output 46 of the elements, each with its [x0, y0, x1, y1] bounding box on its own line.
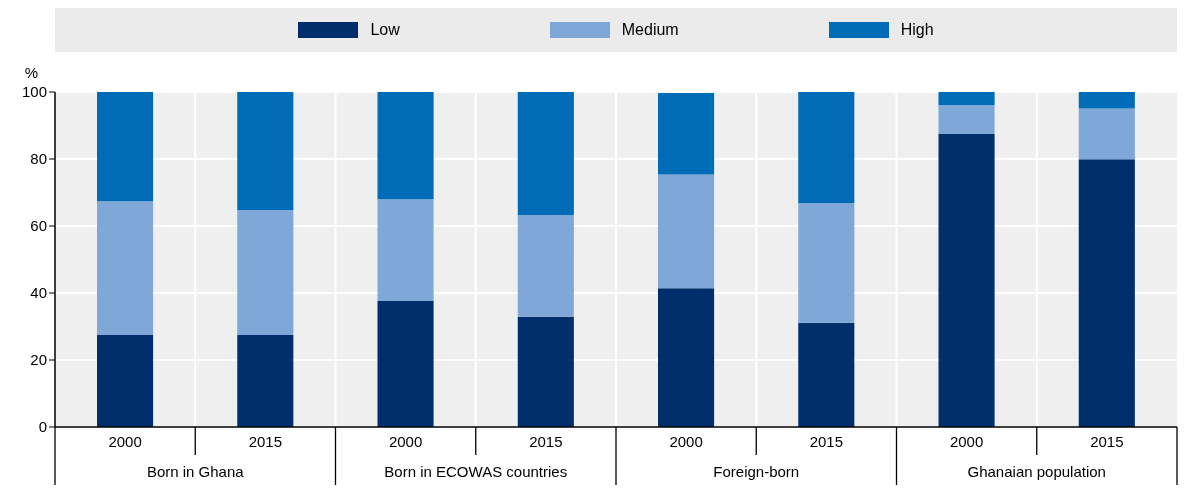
text: Ghanaian population: [967, 463, 1106, 480]
y-tick-label: 0: [38, 418, 47, 436]
legend-label: Low: [370, 21, 400, 39]
x-tick-label: 2000: [108, 433, 142, 450]
bar: [1078, 159, 1135, 427]
bar: [658, 93, 715, 175]
bar: [658, 288, 715, 427]
bar: [97, 201, 154, 335]
text: Foreign-born: [713, 463, 800, 480]
text: Born in ECOWAS countries: [384, 463, 568, 480]
bar: [938, 105, 995, 134]
bar: [237, 334, 294, 427]
x-tick-label: 2000: [949, 433, 984, 450]
x-tick-label: 2000: [388, 433, 423, 450]
y-tick-label: 40: [30, 284, 47, 302]
bar: [517, 316, 574, 427]
bar: [377, 301, 434, 427]
x-tick-label: 2015: [1090, 433, 1124, 450]
bar: [798, 202, 855, 323]
bar: [237, 209, 294, 335]
text: Born in Ghana: [146, 463, 245, 480]
bar: [377, 92, 434, 200]
bar: [938, 133, 995, 427]
x-tick-label: 2015: [248, 433, 283, 450]
y-axis-title: %: [24, 64, 39, 81]
legend-label: High: [900, 21, 934, 39]
x-tick-label: 2000: [669, 433, 703, 450]
legend-label: Medium: [621, 21, 679, 39]
bar: [798, 322, 855, 427]
bar: [938, 92, 995, 106]
y-tick-label: 100: [21, 83, 47, 101]
y-tick-label: 60: [30, 217, 47, 235]
y-tick-label: 20: [30, 351, 47, 369]
bar: [377, 199, 434, 302]
bar: [658, 174, 715, 289]
y-tick-label: 80: [30, 150, 47, 168]
bar: [97, 334, 154, 427]
bar: [97, 92, 154, 202]
bar: [237, 92, 294, 210]
bar: [517, 92, 574, 215]
x-tick-label: 2015: [529, 433, 563, 450]
bar: [798, 92, 855, 203]
bar: [1078, 92, 1135, 109]
bar: [517, 214, 574, 317]
bar: [1078, 108, 1135, 160]
x-tick-label: 2015: [809, 433, 844, 450]
